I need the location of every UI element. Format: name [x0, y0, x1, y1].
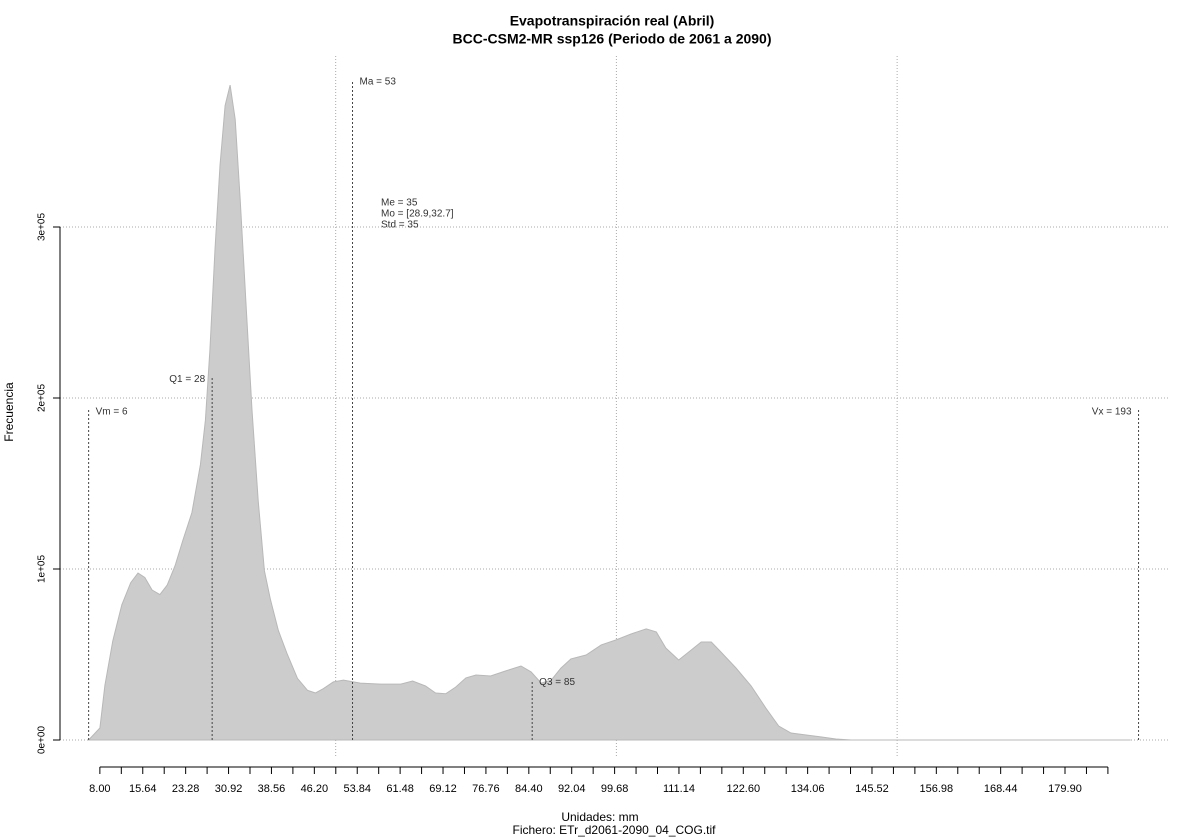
x-tick-label: 53.84	[343, 783, 371, 795]
marker-label: Vx = 193	[1092, 407, 1132, 418]
marker-label: Q3 = 85	[539, 677, 575, 688]
y-axis-label: Frecuencia	[2, 382, 16, 442]
x-tick-label: 38.56	[258, 783, 286, 795]
chart-title: Evapotranspiración real (Abril)	[510, 13, 715, 29]
x-tick-label: 111.14	[663, 783, 695, 795]
y-tick-label: 3e+05	[37, 213, 48, 242]
x-tick-label: 30.92	[215, 783, 243, 795]
marker-label: Ma = 53	[360, 77, 397, 88]
caption: Fichero: ETr_d2061-2090_04_COG.tif	[513, 823, 717, 837]
x-tick-label: 8.00	[89, 783, 110, 795]
x-tick-label: 69.12	[429, 783, 457, 795]
x-tick-label: 76.76	[472, 783, 500, 795]
stat-label: Std = 35	[381, 220, 419, 231]
x-tick-label: 61.48	[386, 783, 414, 795]
x-axis-label: Unidades: mm	[561, 810, 638, 824]
y-tick-label: 0e+00	[37, 726, 48, 755]
x-tick-label: 15.64	[129, 783, 157, 795]
y-tick-label: 1e+05	[37, 555, 48, 584]
stat-label: Mo = [28.9,32.7]	[381, 209, 454, 220]
x-tick-label: 122.60	[726, 783, 760, 795]
x-tick-label: 168.44	[984, 783, 1018, 795]
x-tick-label: 99.68	[601, 783, 629, 795]
x-tick-label: 134.06	[791, 783, 825, 795]
x-tick-label: 92.04	[558, 783, 586, 795]
x-tick-label: 145.52	[855, 783, 889, 795]
x-tick-label: 46.20	[301, 783, 329, 795]
density-area	[87, 84, 1131, 741]
marker-label: Q1 = 28	[169, 374, 205, 385]
y-tick-label: 2e+05	[37, 384, 48, 413]
chart-subtitle: BCC-CSM2-MR ssp126 (Periodo de 2061 a 20…	[453, 31, 772, 47]
stat-label: Me = 35	[381, 198, 418, 209]
x-tick-label: 23.28	[172, 783, 200, 795]
marker-label: Vm = 6	[96, 407, 128, 418]
x-tick-label: 156.98	[919, 783, 953, 795]
x-tick-label: 84.40	[515, 783, 543, 795]
x-tick-label: 179.90	[1048, 783, 1082, 795]
